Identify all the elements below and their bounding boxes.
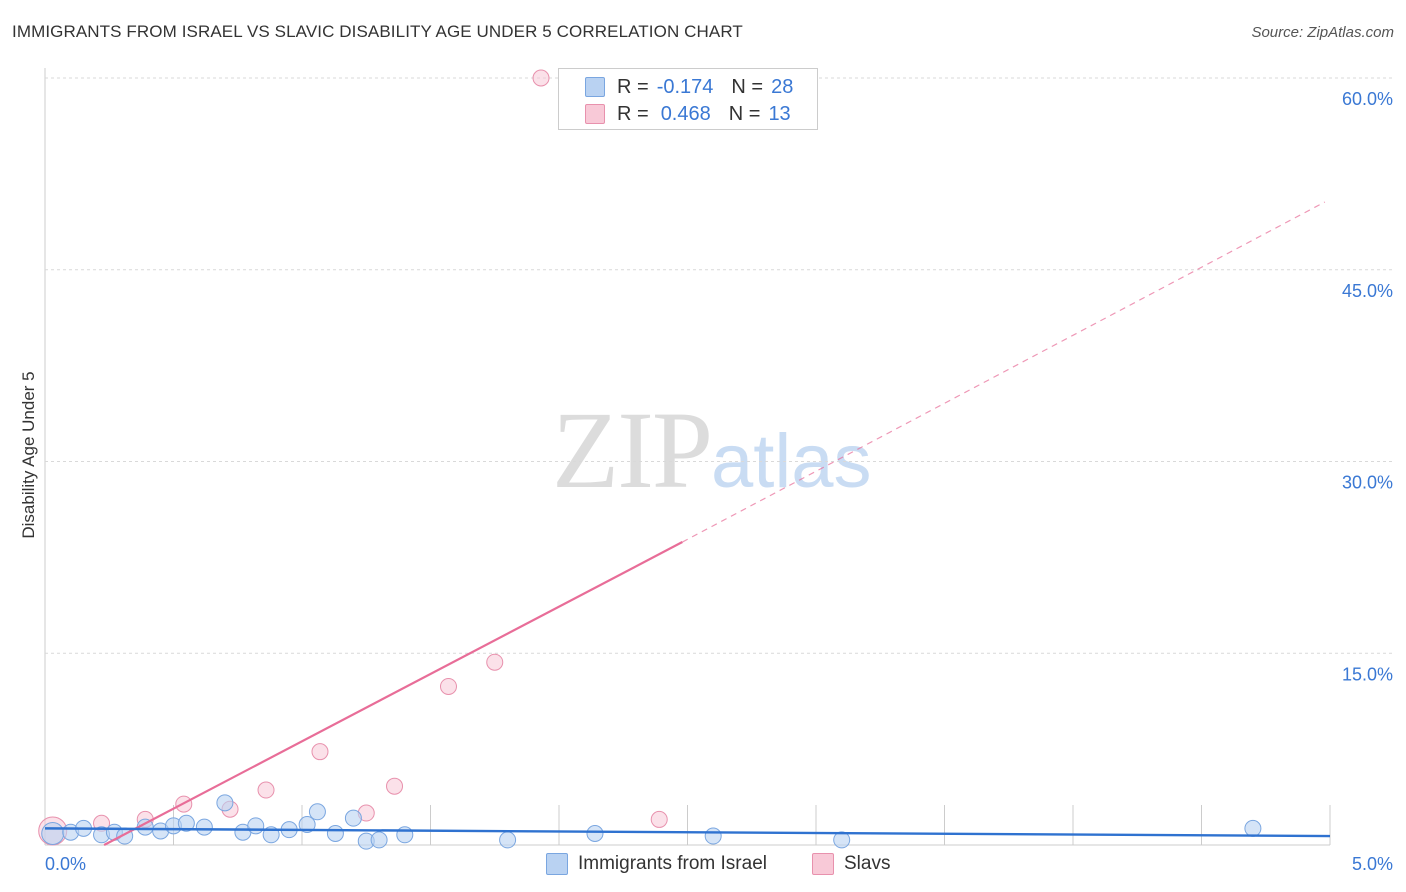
israel-point bbox=[326, 824, 344, 842]
legend-swatch-israel bbox=[585, 77, 605, 97]
slavs-point bbox=[311, 743, 329, 761]
slavs-point bbox=[486, 653, 504, 671]
y-tick-label: 30.0% bbox=[1342, 473, 1393, 493]
slavs-point bbox=[257, 781, 275, 799]
israel-point bbox=[195, 818, 213, 836]
bottom-legend-slavs: Slavs bbox=[812, 851, 890, 877]
israel-point bbox=[586, 824, 604, 842]
israel-point bbox=[370, 831, 388, 849]
bottom-legend-israel: Immigrants from Israel bbox=[546, 851, 767, 877]
israel-point bbox=[1244, 819, 1262, 837]
legend-n-value: 28 bbox=[771, 75, 794, 98]
legend-n-value: 13 bbox=[768, 102, 791, 125]
slavs-trend-extension bbox=[682, 201, 1326, 543]
bottom-legend-swatch-slavs bbox=[812, 853, 834, 875]
y-tick-label: 60.0% bbox=[1342, 89, 1393, 109]
slavs-trend-line bbox=[103, 541, 683, 846]
bottom-legend-label-slavs: Slavs bbox=[844, 853, 891, 874]
slavs-point bbox=[439, 677, 457, 695]
slavs-point bbox=[532, 69, 550, 87]
y-tick-label: 15.0% bbox=[1342, 664, 1393, 684]
legend-r-label: R = bbox=[617, 102, 649, 125]
bottom-legend-swatch-israel bbox=[546, 853, 568, 875]
legend-row-slavs: R = 0.468 N = 13 bbox=[585, 102, 791, 126]
bottom-legend-label-israel: Immigrants from Israel bbox=[578, 853, 767, 874]
source-label: Source: ZipAtlas.com bbox=[1251, 24, 1394, 41]
israel-point bbox=[499, 831, 517, 849]
israel-point bbox=[216, 794, 234, 812]
israel-point bbox=[298, 816, 316, 834]
slavs-point bbox=[386, 777, 404, 795]
israel-point bbox=[247, 817, 265, 835]
slavs-point bbox=[650, 810, 668, 828]
israel-point bbox=[833, 831, 851, 849]
watermark-zip: ZIP bbox=[552, 389, 713, 511]
legend-r-value: -0.174 bbox=[656, 75, 714, 98]
y-tick-label: 45.0% bbox=[1342, 281, 1393, 301]
israel-point bbox=[344, 809, 362, 827]
y-axis-label: Disability Age Under 5 bbox=[19, 371, 38, 538]
israel-point bbox=[41, 821, 65, 845]
israel-point bbox=[177, 814, 195, 832]
legend-n-label: N = bbox=[731, 75, 764, 98]
legend-swatch-slavs bbox=[585, 104, 605, 124]
legend-r-value: 0.468 bbox=[660, 102, 711, 125]
israel-trend-line bbox=[44, 827, 1331, 838]
chart-title: IMMIGRANTS FROM ISRAEL VS SLAVIC DISABIL… bbox=[12, 22, 743, 41]
legend-r-label: R = bbox=[617, 75, 649, 98]
israel-point bbox=[308, 803, 326, 821]
israel-point bbox=[704, 827, 722, 845]
x-tick-label: 5.0% bbox=[1352, 854, 1393, 874]
israel-point bbox=[396, 826, 414, 844]
legend-n-label: N = bbox=[728, 102, 761, 125]
legend-row-israel: R = -0.174 N = 28 bbox=[585, 75, 793, 99]
x-tick-label: 0.0% bbox=[45, 854, 86, 874]
stats-legend: R = -0.174 N = 28 R = 0.468 N = 13 bbox=[558, 68, 818, 130]
